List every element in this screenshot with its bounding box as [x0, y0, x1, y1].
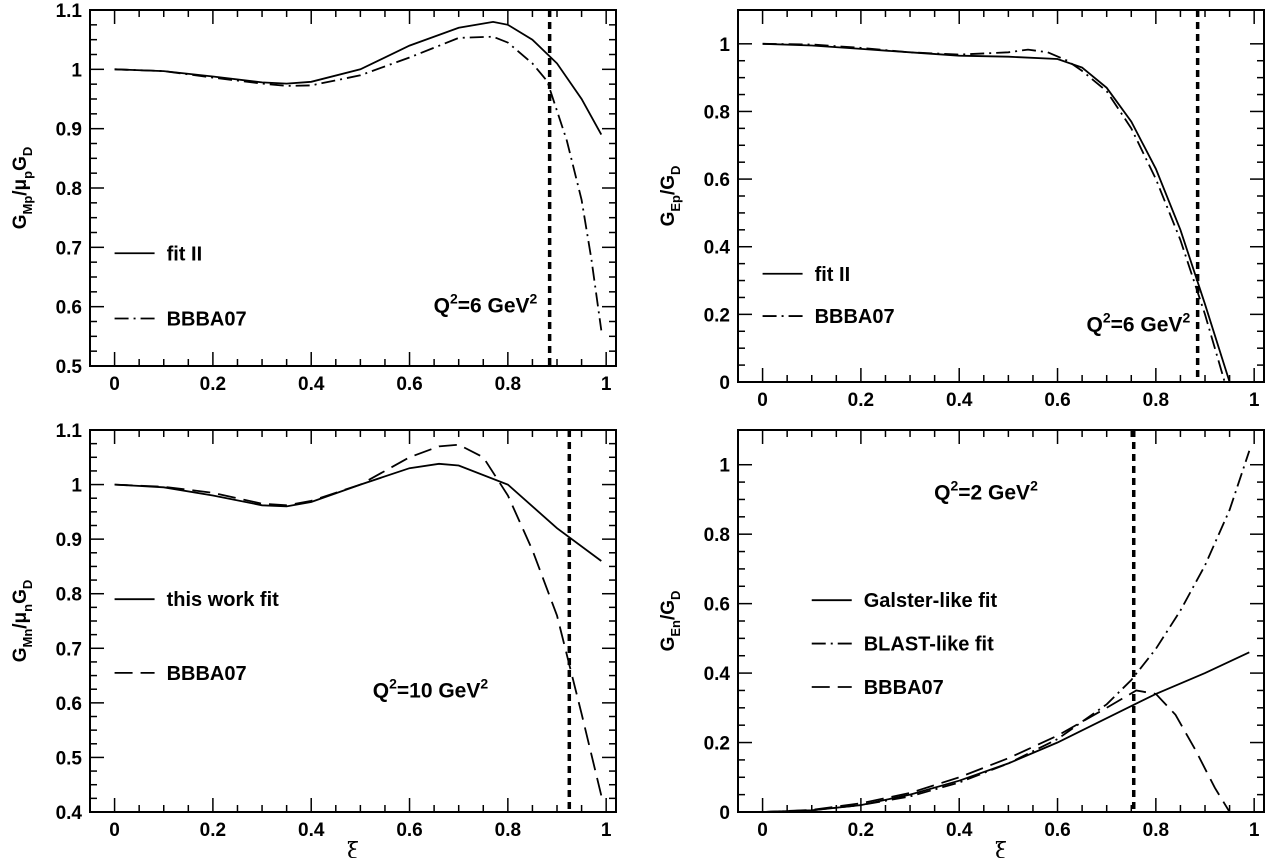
panel-gmn: 0 0.2 0.4 0.6 0.8 1 0.4 0.5 0.6 0.7 0.8 0.9 1 1.1 GMn​… [10, 421, 617, 858]
panel-gmn-ytick-label: 1.1 [56, 421, 83, 442]
panel-gmn-ytick-label: 0.4 [56, 803, 83, 824]
panel-gep-ytick-label: 0.2 [704, 305, 730, 326]
panel-gen-ytick-label: 0.8 [704, 525, 730, 546]
panel-gep-xtick-label: 0 [757, 390, 768, 411]
panel-gen-ylabel: GEn​/GD​ [658, 591, 683, 652]
panel-gep-series-group [762, 42, 1231, 382]
panel-gmp-xtick-label: 0.8 [495, 374, 521, 395]
panel-gmp: 0 0.2 0.4 0.6 0.8 1 0.5 0.6 0.7 0.8 0.9 1 1.1 GMp​/μp… [10, 1, 617, 395]
panel-gen-series-group [762, 450, 1251, 812]
panel-gmn-legend-label: BBBA07 [167, 663, 247, 685]
panel-gmp-legend-label: fit II [167, 243, 203, 265]
panel-gmp-ytick-label: 0.8 [56, 179, 82, 200]
panel-gen-legend-label: BBBA07 [864, 677, 944, 699]
panel-gep-ytick-label: 0.6 [704, 170, 730, 191]
panel-gen-xtick-label: 0.8 [1143, 820, 1169, 841]
panel-gen-ytick-label: 1 [719, 456, 730, 477]
panel-gen-series-1 [762, 450, 1251, 812]
panel-gen-xtick-label: 1 [1249, 820, 1260, 841]
panel-gmp-legend-label: BBBA07 [167, 309, 247, 331]
panel-gep-xtick-label: 0.2 [848, 390, 874, 411]
panel-gmp-ytick-label: 0.6 [56, 298, 82, 319]
panel-gmp-ytick-label: 0.9 [56, 120, 82, 141]
panel-gmn-ytick-label: 0.6 [56, 694, 82, 715]
panel-gep-ytick-label: 1 [719, 35, 730, 56]
panel-gep-legend-label: fit II [815, 264, 851, 286]
panel-gmp-xtick-label: 1 [601, 374, 612, 395]
panel-gmn-xtick-label: 0.4 [298, 820, 325, 841]
panel-gen-xlabel: ξ [995, 839, 1007, 858]
panel-gep-series-1 [762, 42, 1226, 382]
panel-gmp-ytick-label: 0.5 [56, 357, 83, 378]
panel-gen-series-0 [762, 651, 1250, 812]
panel-gmn-ytick-label: 1 [71, 476, 82, 497]
panel-gmp-series-1 [114, 35, 603, 331]
panel-gmn-xlabel: ξ [347, 839, 359, 858]
panel-gmn-series-1 [114, 443, 603, 796]
panel-gmp-series-group [114, 20, 603, 331]
panel-gep-ytick-label: 0.4 [704, 238, 731, 259]
panel-gmn-ytick-label: 0.8 [56, 585, 82, 606]
panel-gep-legend-label: BBBA07 [815, 306, 895, 328]
panel-gmp-xtick-label: 0 [109, 374, 120, 395]
panel-gep-ytick-label: 0 [719, 373, 730, 394]
panel-gmp-ylabel: GMp​/μp​GD​ [10, 147, 35, 230]
panel-gep-xtick-label: 1 [1249, 390, 1260, 411]
panel-gmp-xtick-label: 0.6 [396, 374, 422, 395]
panel-gep-q2-annotation: Q2=6 GeV2 [1087, 309, 1191, 336]
panel-gep: 0 0.2 0.4 0.6 0.8 1 0 0.2 0.4 0.6 0.8 1 GEp​/GD​ fit … [658, 9, 1265, 411]
panel-gmn-xtick-label: 0.8 [495, 820, 521, 841]
panel-gen-series-2 [762, 689, 1231, 812]
panel-gep-ylabel: GEp​/GD​ [658, 166, 683, 227]
panel-gen-xtick-label: 0.2 [848, 820, 874, 841]
panel-gmn-ytick-label: 0.7 [56, 639, 82, 660]
panel-gmp-ytick-label: 1 [71, 60, 82, 81]
panel-gmn-ytick-label: 0.9 [56, 530, 82, 551]
panel-gen-xtick-label: 0.6 [1044, 820, 1070, 841]
panel-gmn-ytick-label: 0.5 [56, 748, 83, 769]
panel-gep-xtick-label: 0.4 [946, 390, 973, 411]
panel-gmn-legend-label: this work fit [167, 589, 280, 611]
panel-gep-xtick-label: 0.8 [1143, 390, 1169, 411]
panel-gmp-xtick-label: 0.2 [200, 374, 226, 395]
panel-gen-q2-annotation: Q2=2 GeV2 [934, 477, 1038, 504]
panel-gmn-xtick-label: 0.2 [200, 820, 226, 841]
panel-gmp-q2-annotation: Q2=6 GeV2 [434, 291, 538, 318]
panel-gmn-series-group [114, 443, 603, 796]
panel-gen-legend-label: BLAST-like fit [864, 634, 994, 656]
panel-gen-legend-label: Galster-like fit [864, 590, 998, 612]
panel-gmp-ytick-label: 1.1 [56, 1, 83, 22]
panel-gmn-q2-annotation: Q2=10 GeV2 [373, 675, 489, 702]
panel-gmp-xtick-label: 0.4 [298, 374, 325, 395]
panel-gep-ytick-label: 0.8 [704, 102, 730, 123]
panel-gen-xtick-label: 0.4 [946, 820, 973, 841]
panel-gmn-xtick-label: 0 [109, 820, 120, 841]
panel-gmn-series-0 [114, 462, 602, 562]
panel-gmn-xtick-label: 1 [601, 820, 612, 841]
panel-gen-ytick-label: 0.2 [704, 734, 730, 755]
panel-gen-ytick-label: 0 [719, 803, 730, 824]
panel-gmp-series-0 [114, 20, 603, 136]
panel-gep-xtick-label: 0.6 [1044, 390, 1070, 411]
panel-gmn-xtick-label: 0.6 [396, 820, 422, 841]
panel-gen-ytick-label: 0.6 [704, 595, 730, 616]
panel-gen-ytick-label: 0.4 [704, 664, 731, 685]
panel-gen-xtick-label: 0 [757, 820, 768, 841]
panel-gen: 0 0.2 0.4 0.6 0.8 1 0 0.2 0.4 0.6 0.8 1 GEn​/GD​ ξ Gal… [658, 429, 1265, 858]
panel-gmn-ylabel: GMn​/μn​GD​ [10, 580, 35, 663]
panel-gmp-ytick-label: 0.7 [56, 238, 82, 259]
